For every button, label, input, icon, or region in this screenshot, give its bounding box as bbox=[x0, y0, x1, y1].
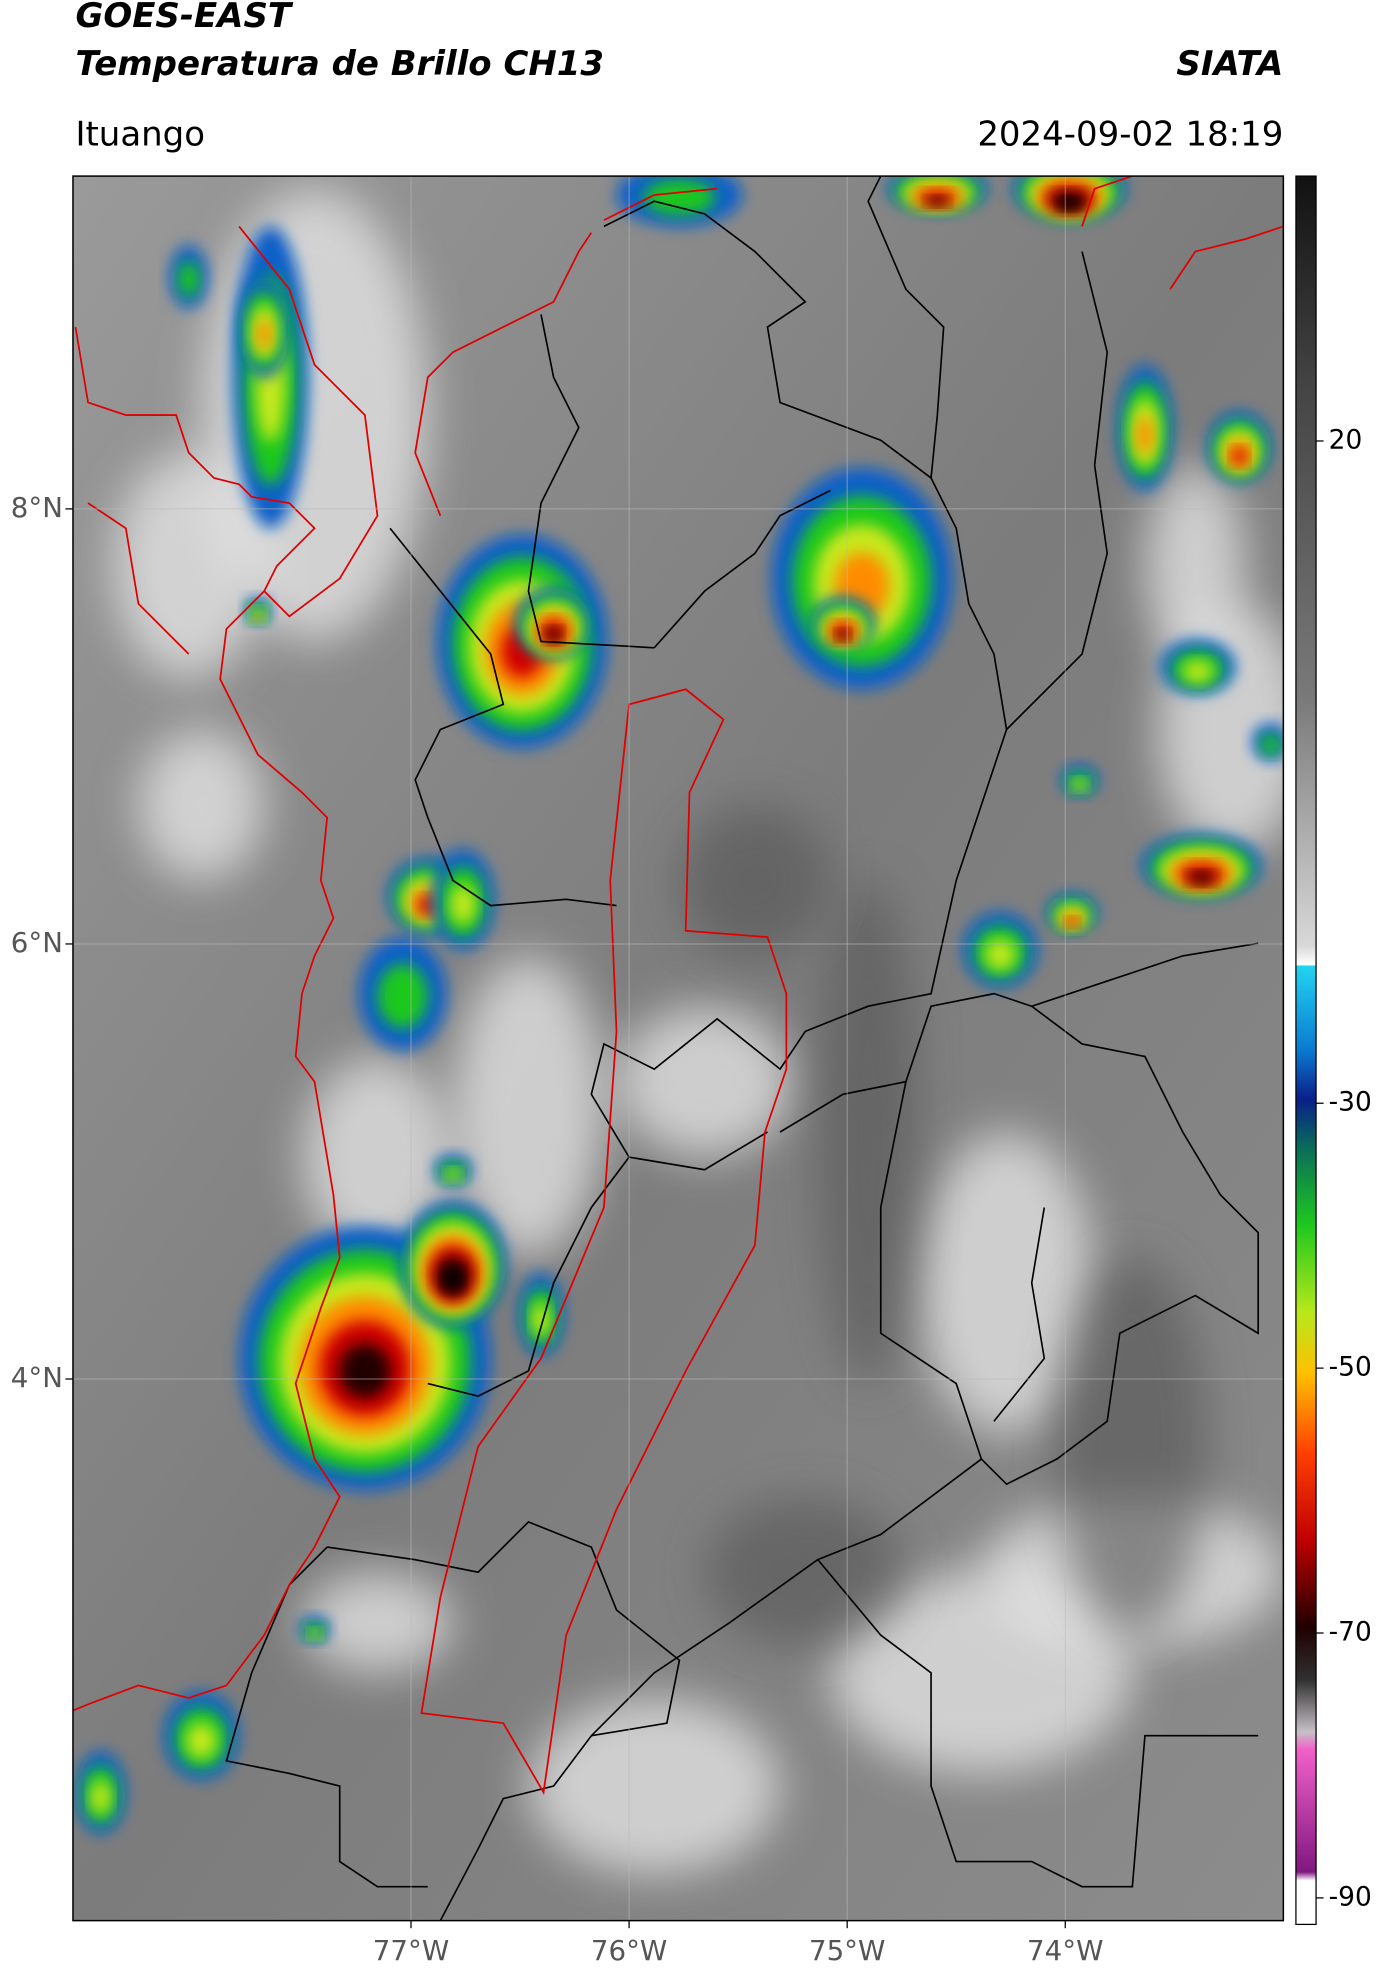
storm-cell bbox=[1136, 416, 1154, 455]
dark-area bbox=[1056, 1257, 1208, 1636]
storm-cell bbox=[377, 964, 428, 1029]
bright-cloud bbox=[528, 1698, 781, 1875]
bright-cloud bbox=[452, 955, 604, 1258]
storm-cell bbox=[836, 629, 850, 641]
storm-layer bbox=[75, 176, 1284, 1834]
storm-cell bbox=[308, 1628, 321, 1639]
colorbar-tick-label: -50 bbox=[1329, 1352, 1372, 1383]
storm-cell bbox=[1260, 733, 1282, 756]
x-tick-label: 76°W bbox=[591, 1934, 667, 1967]
bright-cloud bbox=[138, 729, 265, 881]
bright-cloud bbox=[1144, 465, 1246, 667]
colorbar-ticks: 20 -30 -50 -70 -90 bbox=[1316, 424, 1372, 1912]
storm-cell bbox=[186, 1723, 217, 1759]
map-image bbox=[72, 176, 1284, 1921]
title: GOES-EAST bbox=[75, 0, 293, 36]
graticule bbox=[72, 176, 1284, 1921]
dark-area bbox=[817, 880, 919, 1384]
storm-cell bbox=[254, 613, 262, 622]
dark-area bbox=[679, 804, 831, 956]
datetime: 2024-09-02 18:19 bbox=[977, 114, 1283, 154]
red-outlines bbox=[72, 176, 1284, 1795]
dark-area bbox=[704, 1496, 906, 1648]
storm-cell bbox=[178, 261, 200, 297]
storm-cell bbox=[338, 1343, 391, 1399]
storm-cell bbox=[1182, 660, 1213, 683]
storm-cell bbox=[926, 196, 948, 206]
location: Ituango bbox=[75, 114, 205, 154]
storm-cell bbox=[1231, 447, 1248, 466]
storm-cell bbox=[985, 939, 1016, 970]
storm-cell bbox=[90, 1781, 111, 1814]
colorbar-tick-label: 20 bbox=[1329, 424, 1363, 455]
x-tick-label: 77°W bbox=[373, 1934, 449, 1967]
x-tick-label: 74°W bbox=[1027, 1934, 1103, 1967]
subtitle: Temperatura de Brillo CH13 bbox=[75, 44, 604, 84]
storm-cell bbox=[256, 319, 272, 350]
colorbar-tick-label: -70 bbox=[1329, 1617, 1372, 1648]
storm-cell bbox=[1072, 778, 1087, 791]
storm-cell bbox=[1189, 871, 1215, 885]
colorbar-tick-label: -90 bbox=[1329, 1881, 1372, 1912]
storm-cell bbox=[445, 1168, 461, 1181]
bright-cloud bbox=[301, 1572, 453, 1673]
y-tick-label: 4°N bbox=[11, 1361, 63, 1394]
storm-cell bbox=[450, 884, 476, 925]
storm-cell bbox=[1059, 198, 1080, 210]
y-tick-label: 8°N bbox=[11, 491, 63, 524]
map-frame bbox=[72, 175, 1285, 1922]
boundaries bbox=[225, 176, 1259, 1921]
storm-cell bbox=[1065, 917, 1079, 927]
bright-cloud bbox=[301, 1056, 453, 1258]
x-tick-label: 75°W bbox=[809, 1934, 885, 1967]
axes: 77°W 76°W 75°W 74°W 8°N 6°N 4°N bbox=[11, 491, 1104, 1967]
colorbar-tick-label: -30 bbox=[1329, 1087, 1372, 1118]
storm-cell bbox=[545, 627, 562, 643]
storm-cell bbox=[443, 1267, 463, 1291]
storm-cell bbox=[643, 179, 715, 216]
source: SIATA bbox=[1176, 44, 1283, 84]
bright-cloud bbox=[918, 1132, 1095, 1434]
colorbar bbox=[1295, 175, 1317, 1926]
y-tick-label: 6°N bbox=[11, 926, 63, 959]
